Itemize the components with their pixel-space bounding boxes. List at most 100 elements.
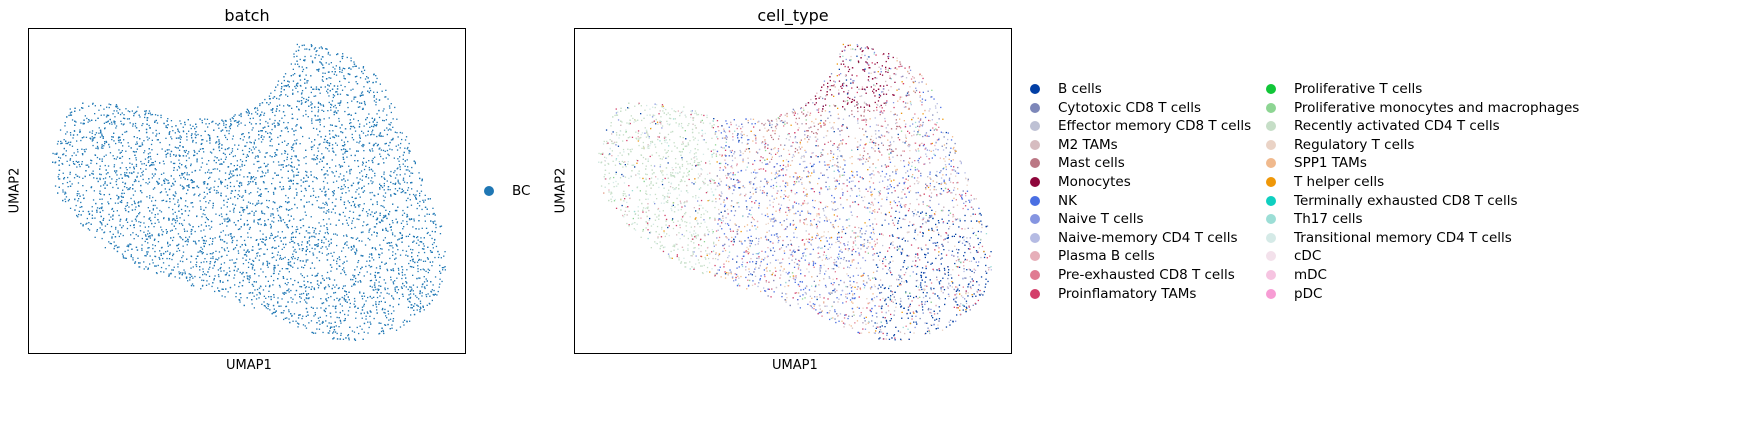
scatter-point [382,135,384,137]
scatter-point [331,191,334,193]
scatter-point [422,305,424,307]
scatter-point [241,163,243,166]
scatter-point [241,244,243,246]
scatter-point [121,155,124,158]
scatter-point [294,85,296,88]
scatter-point [139,116,141,118]
scatter-point [179,174,181,177]
scatter-point [229,220,231,222]
scatter-point [303,299,306,301]
scatter-point [259,119,261,121]
scatter-point [190,230,192,233]
scatter-point [304,101,307,103]
scatter-point [335,74,338,76]
scatter-point [218,214,221,217]
scatter-point [259,103,261,105]
scatter-point [280,130,283,132]
scatter-point [76,166,78,168]
scatter-point [347,106,349,109]
scatter-point [99,158,101,160]
scatter-point [248,136,251,138]
scatter-point [250,142,252,144]
scatter-point [387,230,389,232]
scatter-point [110,243,112,245]
scatter-point [235,296,237,298]
scatter-point [371,159,373,162]
scatter-point [190,127,192,130]
scatter-point [178,159,180,161]
scatter-point [154,199,157,202]
scatter-point [264,156,266,158]
scatter-point [401,236,403,239]
scatter-point [280,240,282,242]
scatter-point [222,152,225,154]
scatter-point [285,85,287,87]
scatter-point [327,53,329,55]
scatter-point [234,155,236,157]
scatter-point [147,247,149,249]
scatter-point [172,213,174,215]
scatter-point [386,133,388,136]
scatter-point [70,134,72,136]
scatter-point [132,188,134,190]
scatter-point [341,89,344,91]
scatter-point [83,197,85,200]
scatter-point [405,199,408,202]
scatter-point [266,188,268,190]
scatter-point [347,335,349,337]
scatter-point [251,283,254,286]
scatter-point [304,187,306,190]
scatter-point [196,261,198,263]
scatter-point [297,171,300,173]
scatter-point [280,220,282,222]
scatter-point [312,296,314,298]
scatter-point [254,157,256,159]
scatter-point [329,330,331,332]
scatter-point [102,136,104,138]
scatter-point [380,300,382,303]
scatter-point [65,155,67,157]
scatter-point [316,274,318,276]
scatter-point [181,213,183,215]
scatter-point [226,247,228,249]
scatter-point [363,221,365,223]
scatter-point [318,259,321,262]
scatter-point [247,213,249,215]
scatter-point [392,247,394,249]
scatter-point [390,170,392,173]
scatter-point [395,243,397,246]
scatter-point [232,209,235,211]
scatter-point [402,321,404,323]
scatter-point [370,323,372,325]
scatter-point [330,316,332,318]
scatter-point [146,117,149,119]
scatter-point [160,266,163,269]
scatter-point [326,163,328,165]
scatter-point [390,103,392,105]
scatter-point [91,130,94,132]
scatter-point [63,178,65,180]
scatter-point [413,305,415,307]
scatter-point [260,130,262,132]
scatter-point [339,71,341,73]
scatter-point [151,177,153,179]
scatter-point [287,84,289,86]
scatter-point [169,253,171,255]
scatter-point [388,249,390,251]
scatter-point [353,297,356,300]
scatter-point [369,126,371,128]
scatter-point [201,236,203,239]
scatter-point [238,120,240,122]
scatter-point [157,139,159,141]
scatter-point [328,63,330,65]
scatter-point [178,243,180,245]
scatter-point [140,200,142,202]
scatter-point [348,337,350,339]
scatter-point [168,133,170,135]
scatter-point [290,63,292,65]
scatter-point [254,289,256,291]
scatter-point [326,223,328,225]
scatter-point [322,180,325,183]
scatter-point [234,196,236,198]
scatter-point [221,181,223,183]
